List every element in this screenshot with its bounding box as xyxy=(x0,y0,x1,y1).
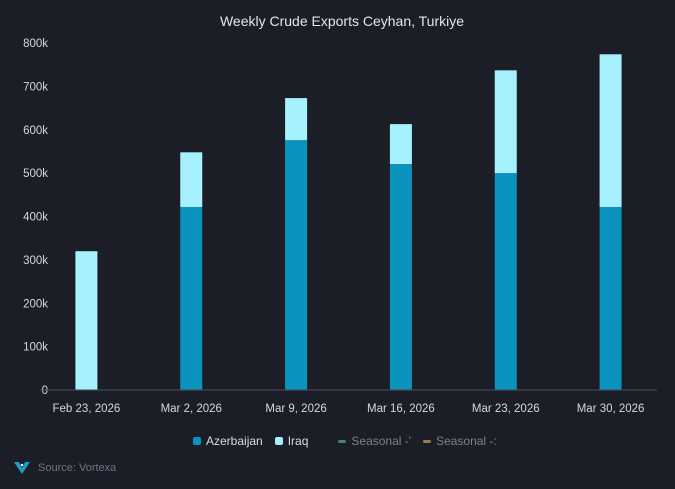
bar-azerbaijan-1[interactable] xyxy=(180,206,203,390)
y-tick-label: 600k xyxy=(23,125,48,137)
bar-azerbaijan-5[interactable] xyxy=(599,206,622,390)
bars xyxy=(75,54,622,390)
x-axis: Feb 23, 2026 Mar 2, 2026 Mar 9, 2026 Mar 16… xyxy=(53,403,645,415)
x-tick-label: Feb 23, 2026 xyxy=(53,403,121,415)
x-tick-label: Mar 23, 2026 xyxy=(472,403,540,415)
legend-swatch xyxy=(193,437,201,445)
source-footer: Source: Vortexa xyxy=(14,462,116,474)
y-axis: 0 100k 200k 300k 400k 500k 600k 700k 800k xyxy=(23,38,48,397)
y-tick-label: 0 xyxy=(42,385,48,397)
y-tick-label: 400k xyxy=(23,212,48,224)
y-tick-label: 300k xyxy=(23,255,48,267)
legend-item-azerbaijan[interactable]: Azerbaijan xyxy=(193,434,263,448)
legend-item-iraq[interactable]: Iraq xyxy=(274,434,308,448)
legend-swatch xyxy=(338,439,347,443)
chart-title: Weekly Crude Exports Ceyhan, Turkiye xyxy=(220,13,464,29)
vortexa-logo-icon xyxy=(14,462,30,474)
bar-iraq-5[interactable] xyxy=(599,54,622,207)
bar-iraq-3[interactable] xyxy=(389,124,412,165)
bar-azerbaijan-4[interactable] xyxy=(494,173,517,390)
bar-azerbaijan-3[interactable] xyxy=(389,164,412,390)
legend-item-seasonal-1[interactable]: Seasonal -' xyxy=(338,434,411,448)
legend-swatch xyxy=(423,439,432,443)
bar-iraq-1[interactable] xyxy=(180,152,203,207)
y-tick-label: 700k xyxy=(23,81,48,93)
y-tick-label: 500k xyxy=(23,168,48,180)
x-tick-label: Mar 30, 2026 xyxy=(577,403,645,415)
bar-iraq-0[interactable] xyxy=(75,251,98,390)
y-tick-label: 200k xyxy=(23,298,48,310)
x-tick-label: Mar 9, 2026 xyxy=(265,403,326,415)
legend-item-seasonal-2[interactable]: Seasonal -: xyxy=(423,434,497,448)
legend: Azerbaijan Iraq Seasonal -' Seasonal -: xyxy=(193,434,509,448)
x-tick-label: Mar 2, 2026 xyxy=(161,403,222,415)
bar-iraq-2[interactable] xyxy=(285,98,308,141)
bar-azerbaijan-2[interactable] xyxy=(285,140,308,390)
y-tick-label: 800k xyxy=(23,38,48,50)
x-tick-label: Mar 16, 2026 xyxy=(367,403,435,415)
bar-iraq-4[interactable] xyxy=(494,70,517,174)
chart: Weekly Crude Exports Ceyhan, Turkiye 0 10… xyxy=(23,13,657,415)
y-tick-label: 100k xyxy=(23,342,48,354)
legend-swatch xyxy=(274,437,283,445)
